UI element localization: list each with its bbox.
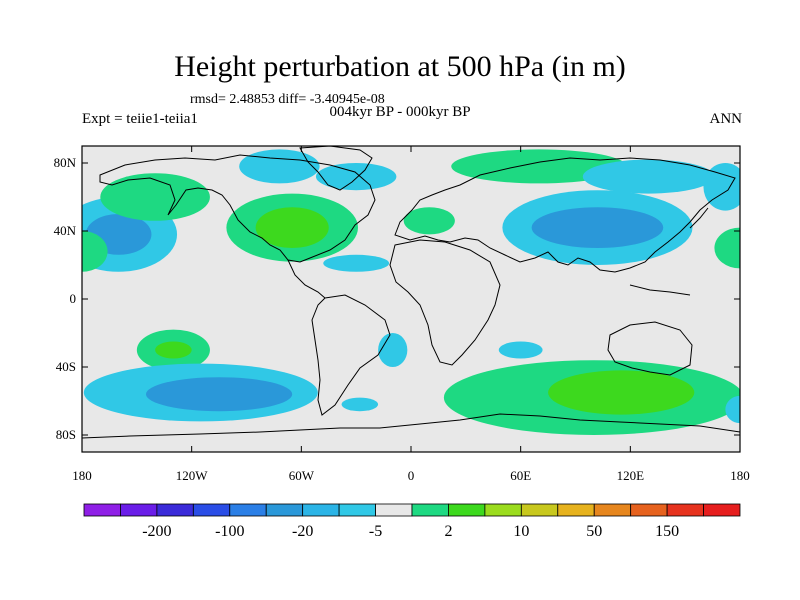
coastline-eurasia [394,157,736,273]
colorbar-swatch [520,503,559,517]
contour-region-blue_mid [531,207,664,249]
coastline-north-america [99,154,376,263]
lat-tick-label: 80S [56,427,76,442]
contour-region-blue_light [498,341,543,359]
coastline-central-america [287,259,326,299]
stats-label: rmsd= 2.48853 diff= -3.40945e-08 [190,92,385,107]
contour-region-green_dark [255,207,329,249]
coastline-antarctica [82,413,740,439]
colorbar-label: 50 [586,523,602,540]
contour-region-green_light [403,207,455,235]
contour-region-green_light [100,173,210,221]
colorbar-swatch [630,503,668,517]
season-label: ANN [709,111,743,127]
lat-tick-label: 40N [54,223,77,238]
colorbar-label: -200 [142,523,171,540]
lat-tick-label: 40S [56,359,76,374]
contour-region-green_dark [155,341,192,359]
contour-region-blue_light [315,163,397,191]
contour-region-blue_light [341,397,379,412]
lon-tick-label: 60W [289,468,315,483]
colorbar-swatch [302,503,340,517]
coastline-japan [689,207,709,229]
lon-tick-label: 180 [72,468,92,483]
colorbar-swatch [192,503,231,517]
contour-region-blue_mid [145,377,293,412]
lat-tick-label: 80N [54,155,77,170]
colorbar-swatch [484,503,522,517]
colorbar-swatch [120,503,158,517]
colorbar-swatch [448,503,486,517]
colorbar-label: -5 [369,523,382,540]
period-label: 004kyr BP - 000kyr BP [329,104,471,120]
colorbar-swatch [593,503,632,517]
coastline-south-america [311,294,391,416]
colorbar-label: 2 [444,523,452,540]
lon-tick-label: 180 [730,468,750,483]
coastlines [82,146,740,439]
contour-region-blue_light [323,254,390,272]
contour-region-green_light [714,227,740,269]
lat-tick-label: 0 [70,291,77,306]
colorbar-swatch [666,503,704,517]
colorbar: -200 -100 -20 -5 2 10 50 150 [83,503,741,540]
contour-region-green_light [82,231,108,272]
experiment-label: Expt = teiie1-teiia1 [82,111,198,127]
contour-region-blue_light [239,149,320,184]
colorbar-swatch [156,503,194,517]
colorbar-swatch [375,503,413,517]
coastline-indonesia [629,284,691,296]
contour-region-green_light [451,149,627,184]
colorbar-label: -100 [215,523,244,540]
colorbar-swatch [338,503,376,517]
colorbar-label: 150 [655,523,679,540]
colorbar-swatch [411,503,449,517]
contour-region-blue_light [703,163,740,211]
lon-tick-label: 60E [510,468,531,483]
contour-region-blue_light [725,395,740,424]
contour-region-blue_light [582,159,715,194]
lon-tick-label: 120W [176,468,209,483]
contour-field [82,149,740,435]
lon-tick-label: 0 [408,468,415,483]
coastline-africa [389,239,501,366]
colorbar-label: -20 [292,523,313,540]
colorbar-swatch [83,503,121,517]
coastline-greenland [299,146,373,191]
colorbar-swatch [703,503,741,517]
page-title: Height perturbation at 500 hPa (in m) [174,50,626,83]
contour-region-blue_light [378,333,408,367]
colorbar-label: 10 [513,523,529,540]
contour-region-green_dark [548,370,695,415]
axis-ticks: 80N 40N 0 40S 80S 180 120W 60W 0 60E 120E 180 [54,146,750,483]
colorbar-swatch [265,503,304,517]
colorbar-swatch [557,503,595,517]
lon-tick-label: 120E [617,468,645,483]
colorbar-swatch [229,503,267,517]
coastline-australia [607,321,693,376]
